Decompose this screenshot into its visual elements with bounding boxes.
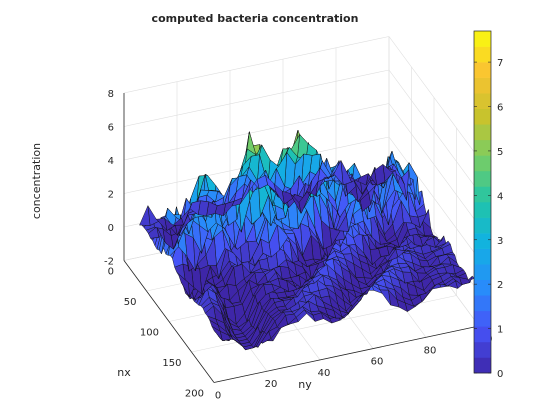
colorbar-tick-label: 7 xyxy=(497,58,503,69)
colorbar-swatch xyxy=(474,77,491,94)
y-tick-label: 20 xyxy=(265,379,278,390)
colorbar-swatch xyxy=(474,186,491,203)
colorbar-swatch xyxy=(474,139,491,156)
z-tick-label: 8 xyxy=(108,89,114,100)
colorbar: 0 1 2 3 4 5 6 7 xyxy=(473,30,503,380)
colorbar-swatch xyxy=(474,264,491,281)
colorbar-swatch xyxy=(474,62,491,78)
x-tick-label: 150 xyxy=(162,358,181,369)
colorbar-swatch xyxy=(474,202,491,218)
colorbar-swatch xyxy=(474,46,491,63)
chart-title: computed bacteria concentration xyxy=(151,12,359,25)
colorbar-swatch xyxy=(474,108,491,125)
colorbar-swatch xyxy=(474,295,491,312)
x-tick-label: 200 xyxy=(185,389,204,400)
colorbar-tick-label: 2 xyxy=(497,280,503,291)
colorbar-swatch xyxy=(474,310,491,327)
colorbar-swatch xyxy=(474,233,491,249)
x-tick-label: 50 xyxy=(124,297,137,308)
colorbar-swatch xyxy=(474,357,491,374)
colorbar-swatch xyxy=(474,170,491,187)
z-tick-label: -2 xyxy=(104,257,114,268)
colorbar-tick-label: 5 xyxy=(497,147,503,158)
colorbar-tick-label: 3 xyxy=(497,236,503,247)
z-tick-label: 6 xyxy=(108,123,114,134)
z-tick-label: 4 xyxy=(108,156,114,167)
colorbar-swatch xyxy=(474,326,491,343)
z-tick-label: 0 xyxy=(108,223,114,234)
colorbar-swatch xyxy=(474,155,491,172)
colorbar-swatch xyxy=(474,248,491,265)
x-axis-line xyxy=(123,260,215,383)
z-gridline xyxy=(123,103,390,161)
colorbar-tick-label: 6 xyxy=(497,103,503,114)
y-tick-label: 60 xyxy=(371,357,384,368)
y-tick-label: 40 xyxy=(318,368,331,379)
colorbar-tick-label: 4 xyxy=(497,191,503,202)
z-axis-label: concentration xyxy=(30,143,43,219)
x-tick-label: 100 xyxy=(140,328,159,339)
colorbar-swatch xyxy=(474,341,491,358)
y-tick-label: 0 xyxy=(215,391,221,402)
colorbar-frame xyxy=(473,30,492,374)
colorbar-tick-label: 1 xyxy=(497,325,503,336)
colorbar-swatch xyxy=(474,31,491,47)
surface-patch xyxy=(139,204,151,226)
y-axis-line xyxy=(213,325,480,383)
surface-mesh xyxy=(139,129,475,351)
colorbar-swatch xyxy=(474,217,491,234)
colorbar-swatch xyxy=(474,124,491,141)
colorbar-swatch xyxy=(474,279,491,296)
x-tick-label: 0 xyxy=(108,267,114,278)
z-gridline xyxy=(123,36,390,94)
colorbar-tick-label: 0 xyxy=(497,369,503,380)
colorbar-swatch xyxy=(474,93,491,110)
z-gridline xyxy=(123,69,390,127)
y-axis-label: ny xyxy=(298,378,312,391)
y-tick-label: 80 xyxy=(424,345,437,356)
z-tick-label: 2 xyxy=(108,190,114,201)
x-axis-label: nx xyxy=(117,366,131,379)
